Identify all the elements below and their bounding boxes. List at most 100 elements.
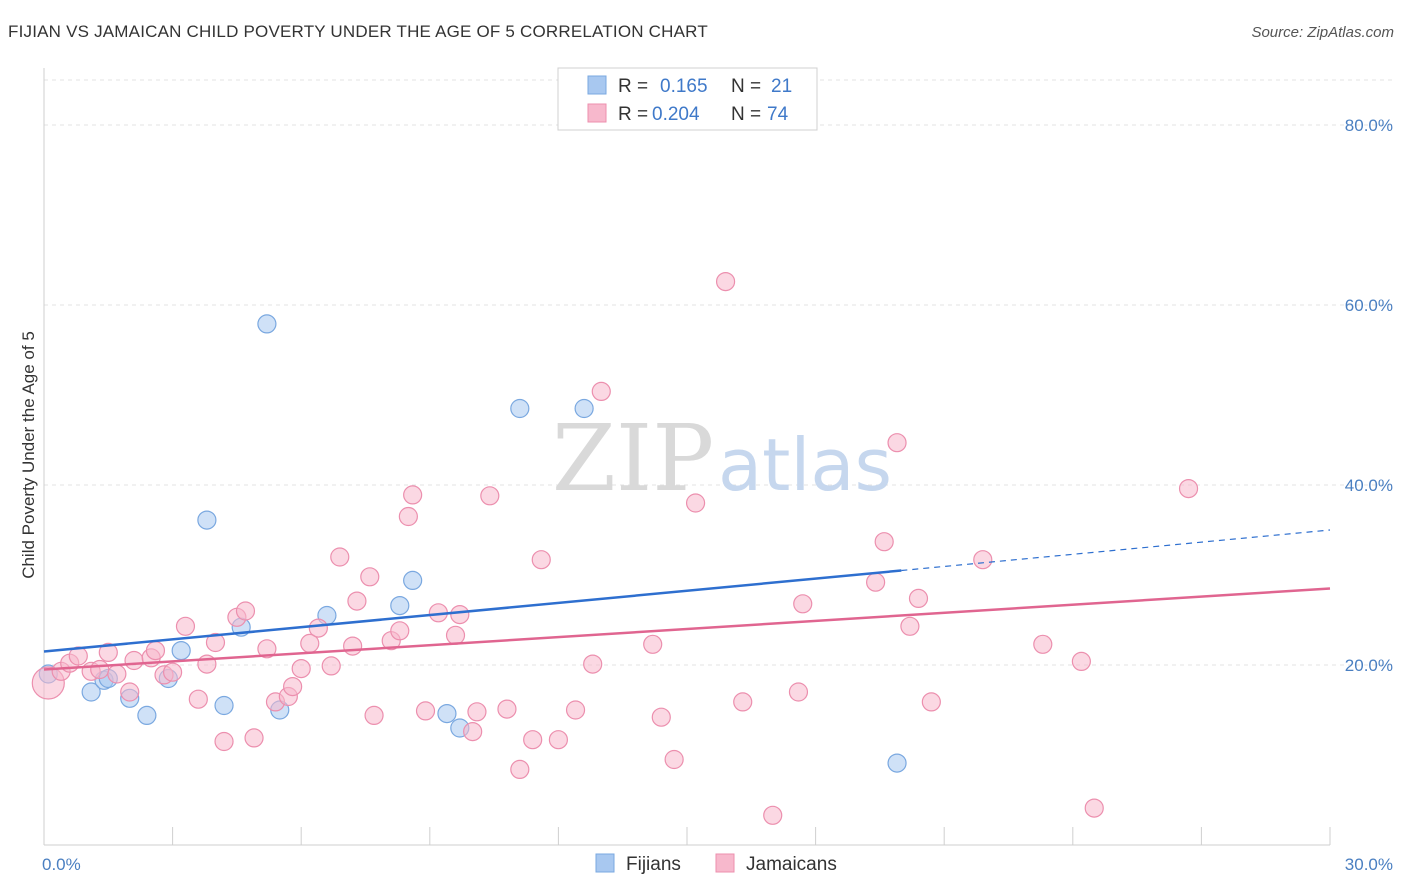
jamaicans-point-49 — [531, 550, 551, 570]
jamaicans-point-43 — [463, 721, 483, 742]
jamaicans-point-42 — [450, 604, 470, 625]
fijians-point-14 — [390, 595, 410, 616]
jamaicans-point-56 — [664, 749, 684, 770]
jamaicans-point-66 — [900, 616, 920, 636]
y-tick-label-3: 80.0% — [1345, 116, 1393, 135]
fijians-point-18 — [510, 398, 530, 419]
jamaicans-point-38 — [403, 485, 423, 505]
fijians-trend-extension — [901, 529, 1331, 572]
jamaicans-point-22 — [257, 639, 277, 659]
jamaicans-point-48 — [523, 730, 543, 750]
x-tick-labels: 0.0% 30.0% — [42, 855, 1393, 874]
fijians-point-16 — [437, 703, 457, 724]
jamaicans-point-50 — [548, 730, 569, 750]
data-points — [31, 272, 1199, 825]
jamaicans-point-8 — [120, 682, 140, 702]
watermark-zip: ZIP — [552, 405, 714, 512]
jamaicans-point-18 — [214, 731, 234, 752]
jamaicans-point-65 — [887, 433, 907, 453]
jamaicans-point-39 — [415, 701, 436, 721]
y-tick-label-0: 20.0% — [1345, 656, 1393, 675]
legend-r-label-jamaicans: R = — [618, 104, 648, 125]
jamaicans-point-31 — [343, 636, 363, 656]
jamaicans-point-61 — [788, 682, 809, 702]
jamaicans-point-71 — [1071, 651, 1091, 672]
watermark-atlas: atlas — [718, 423, 892, 507]
jamaicans-point-67 — [908, 588, 929, 609]
jamaicans-point-68 — [921, 692, 941, 712]
legend-n-label-jamaicans: N = — [731, 104, 761, 125]
legend-swatch-jamaicans — [587, 103, 607, 123]
bottom-legend-label-fijians: Fijians — [626, 854, 681, 875]
jamaicans-point-69 — [973, 550, 993, 570]
legend-n-value-jamaicans: 74 — [767, 104, 789, 125]
jamaicans-point-58 — [715, 272, 736, 292]
jamaicans-point-13 — [163, 662, 183, 682]
jamaicans-point-60 — [763, 805, 783, 825]
jamaicans-point-33 — [360, 567, 380, 587]
jamaicans-point-46 — [497, 699, 517, 719]
jamaicans-point-3 — [68, 646, 88, 666]
series-legend: Fijians Jamaicans — [595, 853, 837, 875]
jamaicans-point-72 — [1084, 798, 1104, 818]
bottom-legend-swatch-fijians — [595, 853, 615, 873]
fijians-trend-line — [43, 569, 902, 653]
fijians-point-11 — [257, 314, 277, 334]
jamaicans-point-34 — [364, 705, 384, 726]
jamaicans-point-63 — [866, 572, 886, 592]
jamaicans-point-6 — [98, 642, 118, 663]
legend-r-label-fijians: R = — [618, 76, 648, 97]
jamaicans-point-5 — [90, 659, 110, 680]
jamaicans-point-25 — [283, 676, 303, 697]
jamaicans-point-17 — [205, 632, 226, 653]
jamaicans-point-28 — [308, 618, 328, 638]
jamaicans-point-21 — [244, 728, 264, 748]
legend-r-value-fijians: 0.165 — [660, 76, 708, 97]
fijians-point-7 — [171, 640, 191, 661]
y-tick-label-2: 60.0% — [1345, 296, 1393, 315]
trend-lines — [43, 529, 1331, 671]
jamaicans-point-15 — [188, 689, 208, 709]
bottom-legend-label-jamaicans: Jamaicans — [746, 854, 837, 875]
x-tick-label-1: 30.0% — [1345, 855, 1393, 874]
fijians-point-9 — [214, 695, 234, 716]
source-credit: Source: ZipAtlas.com — [1251, 24, 1394, 41]
x-tick-label-0: 0.0% — [42, 855, 81, 874]
jamaicans-point-59 — [733, 692, 753, 712]
jamaicans-point-41 — [445, 625, 466, 645]
jamaicans-point-55 — [651, 707, 671, 727]
jamaicans-point-44 — [467, 702, 487, 722]
jamaicans-point-7 — [107, 664, 127, 684]
y-axis-label: Child Poverty Under the Age of 5 — [19, 331, 38, 579]
jamaicans-point-57 — [685, 493, 706, 513]
y-tick-label-1: 40.0% — [1345, 476, 1393, 495]
jamaicans-point-47 — [510, 759, 530, 780]
y-tick-labels: 20.0% 40.0% 60.0% 80.0% — [1345, 116, 1393, 675]
legend-r-value-jamaicans: 0.204 — [652, 104, 700, 125]
jamaicans-point-70 — [1033, 634, 1053, 654]
jamaicans-point-51 — [565, 700, 586, 720]
watermark: ZIP atlas — [552, 405, 892, 512]
legend-n-value-fijians: 21 — [771, 76, 792, 97]
jamaicans-point-20 — [235, 601, 256, 621]
grid-lines — [44, 79, 1392, 666]
fijians-point-5 — [137, 705, 157, 726]
jamaicans-point-29 — [321, 656, 341, 676]
jamaicans-point-53 — [591, 381, 611, 401]
jamaicans-point-62 — [793, 594, 813, 614]
jamaicans-point-52 — [583, 654, 603, 674]
fijians-point-15 — [403, 570, 423, 591]
legend-n-label-fijians: N = — [731, 76, 761, 97]
jamaicans-point-36 — [390, 621, 410, 641]
chart-title: FIJIAN VS JAMAICAN CHILD POVERTY UNDER T… — [8, 22, 708, 41]
jamaicans-point-73 — [1178, 479, 1199, 499]
jamaicans-point-54 — [643, 634, 663, 654]
axes — [43, 68, 1331, 846]
legend-swatch-fijians — [587, 75, 607, 95]
jamaicans-point-11 — [145, 640, 166, 661]
fijians-point-19 — [574, 398, 594, 419]
jamaicans-point-45 — [480, 486, 500, 506]
jamaicans-point-32 — [347, 591, 367, 611]
jamaicans-point-9 — [124, 650, 144, 671]
